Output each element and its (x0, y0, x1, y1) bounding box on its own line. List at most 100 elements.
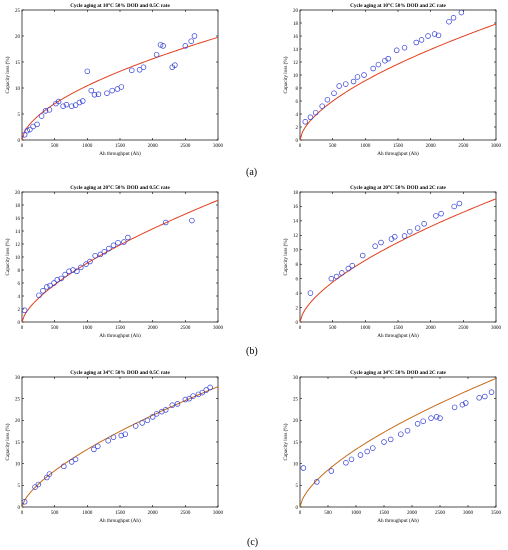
data-point (70, 267, 76, 273)
data-point (109, 87, 115, 94)
data-point (345, 265, 352, 272)
fit-curve (21, 36, 219, 141)
data-point (83, 261, 89, 267)
data-point (87, 258, 93, 265)
data-point (387, 436, 394, 443)
y-tick-label: 10 (15, 256, 21, 261)
data-point (433, 414, 440, 420)
data-point (76, 99, 83, 106)
caption-b: (b) (246, 346, 258, 357)
y-axis-label: Capacity loss (%) (4, 423, 11, 460)
caption-a: (a) (246, 167, 258, 178)
plot-frame (299, 9, 497, 141)
x-axis-label: Ah throughput (Ah) (99, 332, 141, 339)
data-point (47, 282, 53, 289)
x-tick-label: 1500 (115, 326, 126, 331)
y-tick-label: 12 (293, 61, 299, 66)
data-point (54, 277, 61, 283)
x-tick-label: 2000 (148, 326, 159, 331)
data-point (343, 460, 349, 466)
y-tick-label: 15 (15, 61, 21, 66)
data-point (36, 292, 42, 299)
chart-panel-5: Cycle aging at 34°C 50% DOD and 0.5C rat… (4, 369, 224, 524)
data-point (458, 9, 465, 16)
data-point (413, 39, 420, 46)
y-tick-label: 4 (296, 292, 299, 297)
data-point (348, 456, 355, 463)
x-tick-label: 500 (329, 326, 337, 331)
y-tick-label: 4 (18, 295, 21, 300)
data-point (44, 474, 50, 481)
data-point (361, 72, 367, 78)
data-point (331, 90, 337, 96)
data-point (300, 465, 307, 471)
data-point (132, 423, 139, 429)
data-point (72, 102, 79, 108)
plot-frame (21, 191, 219, 323)
data-point (385, 55, 391, 62)
y-tick-label: 8 (296, 263, 299, 268)
data-point (364, 448, 370, 455)
data-point (66, 268, 72, 275)
y-axis-label: Capacity loss (%) (4, 56, 11, 93)
data-point (97, 251, 104, 258)
fit-curve (21, 386, 219, 508)
y-tick-label: 20 (293, 9, 299, 14)
data-point (174, 401, 181, 407)
chart-title: Cycle aging at 20°C 50% DOD and 2C rate (350, 184, 446, 191)
y-axis-label: Capacity loss (%) (282, 56, 289, 93)
plot-frame (21, 9, 219, 141)
x-tick-label: 2000 (407, 511, 418, 516)
x-axis-label: Ah throughput (Ah) (99, 150, 141, 157)
y-tick-label: 14 (293, 48, 299, 53)
y-tick-label: 5 (296, 484, 299, 489)
x-tick-label: 2000 (148, 511, 159, 516)
data-point (91, 446, 97, 453)
data-point (189, 217, 195, 224)
y-tick-label: 16 (15, 217, 21, 222)
y-tick-label: 2 (296, 306, 299, 311)
plot-frame (299, 376, 497, 508)
data-point (476, 395, 482, 401)
data-point (421, 221, 427, 227)
caption-c: (c) (247, 537, 259, 548)
data-point (21, 499, 28, 505)
data-point (401, 233, 408, 239)
data-point (435, 32, 442, 39)
data-point (121, 239, 127, 245)
data-point (162, 407, 169, 413)
x-tick-label: 0 (21, 511, 24, 516)
y-tick-label: 20 (15, 419, 21, 424)
data-point (428, 415, 434, 421)
x-axis-label: Ah throughput (Ah) (99, 517, 141, 524)
y-tick-label: 6 (18, 282, 21, 287)
x-tick-label: 3000 (213, 511, 224, 516)
chart-title: Cycle aging at 20°C 50% DOD and 0.5C rat… (70, 184, 170, 191)
x-tick-label: 0 (299, 144, 302, 149)
data-point (398, 431, 404, 437)
x-tick-label: 500 (51, 511, 59, 516)
y-tick-label: 4 (296, 113, 299, 118)
chart-title: Cycle aging at 34°C 50% DOD and 2C rate (350, 369, 446, 376)
data-point (160, 43, 166, 49)
x-tick-label: 2500 (435, 511, 446, 516)
data-point (393, 47, 400, 54)
data-point (40, 288, 46, 294)
chart-title: Cycle aging at 10°C 50% DOD and 2C rate (350, 2, 446, 9)
data-point (104, 90, 110, 96)
data-point (459, 401, 466, 408)
data-point (312, 109, 319, 116)
y-tick-label: 8 (18, 269, 21, 274)
chart-title: Cycle aging at 34°C 50% DOD and 0.5C rat… (70, 369, 170, 376)
y-tick-label: 0 (296, 139, 299, 144)
y-tick-label: 20 (293, 419, 299, 424)
data-point (407, 228, 413, 235)
data-point (91, 92, 98, 98)
x-tick-label: 2500 (458, 326, 469, 331)
y-tick-label: 12 (293, 234, 299, 239)
y-tick-label: 18 (293, 191, 299, 196)
y-tick-label: 2 (296, 126, 299, 131)
data-point (336, 83, 342, 89)
x-tick-label: 1500 (379, 511, 390, 516)
y-tick-label: 2 (18, 308, 21, 313)
